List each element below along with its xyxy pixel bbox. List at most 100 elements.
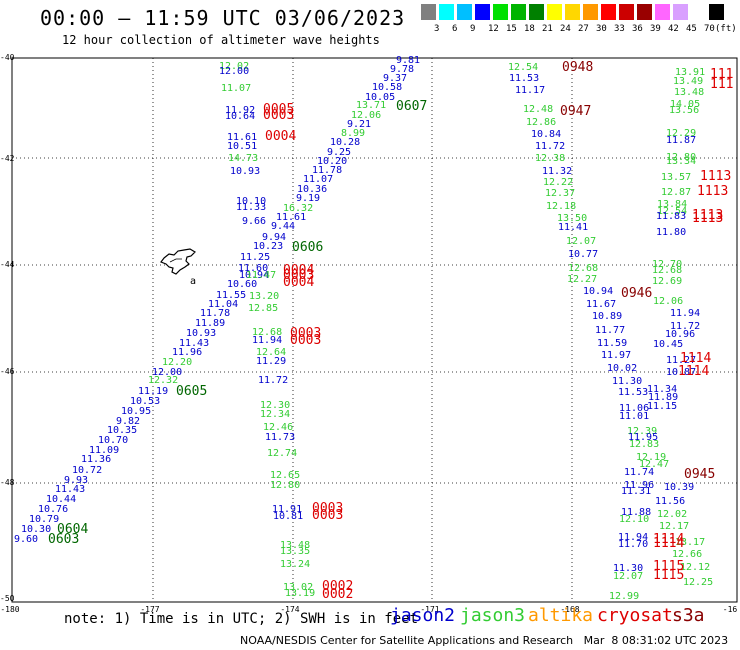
pass-time-label: 0607 <box>396 99 427 114</box>
wave-height-value: 10.10 <box>236 196 266 207</box>
wave-height-value: 12.68 <box>652 265 682 276</box>
wave-height-value: 10.64 <box>225 111 255 122</box>
color-swatch <box>673 4 688 20</box>
wave-height-value: 13.57 <box>661 172 691 183</box>
wave-height-value: 11.67 <box>586 299 616 310</box>
color-swatch <box>637 4 652 20</box>
wave-height-value: 11.29 <box>256 356 286 367</box>
wave-height-value: 13.24 <box>280 559 310 570</box>
wave-height-value: 13.20 <box>249 291 279 302</box>
wave-height-value: 12.47 <box>639 459 669 470</box>
color-swatch <box>583 4 598 20</box>
wave-height-value: 12.22 <box>543 177 573 188</box>
wave-height-value: 12.34 <box>260 409 290 420</box>
wave-height-value: 12.99 <box>609 591 639 602</box>
wave-height-value: 10.81 <box>273 511 303 522</box>
wave-height-value: 12.66 <box>672 549 702 560</box>
wave-height-value: 12.38 <box>535 153 565 164</box>
wave-height-value: 11.89 <box>195 318 225 329</box>
wave-height-value: 13.34 <box>666 156 696 167</box>
wave-height-value: 11.09 <box>89 445 119 456</box>
wave-height-value: 11.91 <box>272 504 302 515</box>
color-swatch <box>691 4 706 20</box>
wave-height-value: 12.19 <box>636 452 666 463</box>
color-swatch <box>439 4 454 20</box>
wave-height-value: 11.77 <box>595 325 625 336</box>
wave-height-value: 12.07 <box>613 571 643 582</box>
pass-time-label: 1113 <box>692 211 723 226</box>
wave-height-value: 13.02 <box>283 582 313 593</box>
latitude-tick-label: -48 <box>0 478 15 487</box>
wave-height-value: 13.84 <box>657 199 687 210</box>
wave-height-value: 11.25 <box>240 252 270 263</box>
wave-height-value: 12.83 <box>629 439 659 450</box>
color-scale-label: 33 <box>614 24 625 34</box>
wave-height-value: 12.39 <box>627 426 657 437</box>
color-scale-label: 70 <box>704 24 715 34</box>
wave-height-value: 11.53 <box>509 73 539 84</box>
latitude-tick-label: -46 <box>0 367 15 376</box>
wave-height-value: 11.19 <box>138 386 168 397</box>
wave-height-value: 12.85 <box>248 303 278 314</box>
map-border <box>11 57 738 603</box>
wave-height-value: 10.60 <box>227 279 257 290</box>
wave-height-value: 13.35 <box>280 546 310 557</box>
pass-time-label: 0003 <box>283 268 314 283</box>
wave-height-value: 13.19 <box>285 588 315 599</box>
map-tick-labels: -40 -42 -44 -46 -48 -50 -180 -177 -174 -171 -168 -1… <box>0 53 737 614</box>
longitude-tick-label: -174 <box>280 605 299 614</box>
color-swatch <box>421 4 436 20</box>
pass-time-label: 111 <box>710 77 733 92</box>
color-swatch <box>601 4 616 20</box>
wave-height-value: 12.54 <box>657 206 687 217</box>
wave-height-value: 12.25 <box>683 577 713 588</box>
pass-time-label: 0004 <box>283 263 314 278</box>
wave-height-value: 13.48 <box>280 540 310 551</box>
chart-subtitle: 12 hour collection of altimeter wave hei… <box>62 33 380 47</box>
wave-height-value: 12.64 <box>256 347 286 358</box>
pass-time-label: 0605 <box>176 384 207 399</box>
wave-height-value: 12.07 <box>566 236 596 247</box>
wave-height-value: 9.44 <box>271 221 295 232</box>
color-scale-label: 6 <box>452 24 458 34</box>
pass-time-label: 0002 <box>322 587 353 602</box>
wave-height-value: 10.05 <box>365 92 395 103</box>
wave-height-value: 12.68 <box>252 327 282 338</box>
latitude-tick-label: -40 <box>0 53 15 62</box>
pass-time-label: 0946 <box>621 286 652 301</box>
color-scale-label: 30 <box>596 24 607 34</box>
wave-height-value: 11.72 <box>258 375 288 386</box>
longitude-tick-label: -168 <box>560 605 579 614</box>
color-scale-label: 24 <box>560 24 571 34</box>
pass-time-label: 0606 <box>292 240 323 255</box>
wave-height-value: 13.56 <box>669 105 699 116</box>
color-scale-label: 9 <box>470 24 476 34</box>
wave-height-value: 12.80 <box>666 152 696 163</box>
wave-height-value: 11.15 <box>647 401 677 412</box>
wave-height-value: 11.83 <box>656 211 686 222</box>
pass-time-label: 0003 <box>312 501 343 516</box>
wave-height-value: 10.87 <box>666 367 696 378</box>
wave-height-value: 10.35 <box>107 425 137 436</box>
wave-height-value: 11.07 <box>221 83 251 94</box>
wave-height-value: 10.79 <box>29 514 59 525</box>
longitude-tick-label: -171 <box>420 605 439 614</box>
wave-height-value: 11.30 <box>613 563 643 574</box>
wave-height-value: 11.47 <box>246 270 276 281</box>
wave-height-value: 10.94 <box>583 286 613 297</box>
wave-height-value: 9.93 <box>64 475 88 486</box>
wave-height-value: 11.92 <box>225 105 255 116</box>
color-scale-label: 15 <box>506 24 517 34</box>
pass-time-label: 1113 <box>692 208 723 223</box>
wave-height-value: 9.60 <box>14 534 38 545</box>
color-swatch <box>493 4 508 20</box>
color-swatch <box>709 4 724 20</box>
wave-height-value: 10.95 <box>121 406 151 417</box>
wave-height-value: 11.53 <box>618 387 648 398</box>
wave-height-value: 11.70 <box>618 539 648 550</box>
wave-height-value: 10.94 <box>239 270 269 281</box>
color-swatch <box>511 4 526 20</box>
pass-time-label: 0945 <box>684 467 715 482</box>
wave-height-value: 12.27 <box>567 274 597 285</box>
wave-height-value: 12.46 <box>263 422 293 433</box>
